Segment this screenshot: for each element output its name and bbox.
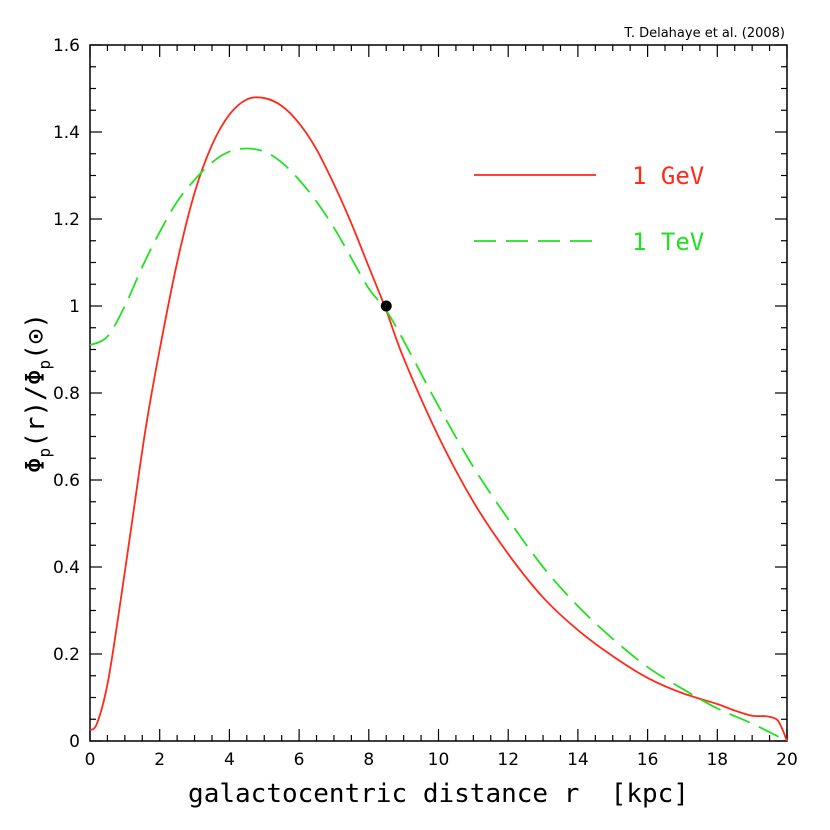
y-tick-label: 1.2 (53, 210, 80, 230)
y-tick-label: 0.6 (53, 471, 80, 491)
x-tick-label: 8 (363, 750, 374, 770)
x-axis-label: galactocentric distance r [kpc] (188, 779, 689, 809)
y-tick-label: 0.4 (53, 558, 80, 578)
x-tick-label: 0 (85, 750, 96, 770)
y-tick-label: 1 (69, 297, 80, 317)
reference-point-marker (380, 300, 392, 312)
y-axis-label-part: Φ (21, 457, 51, 473)
legend-label-1-gev: 1 GeV (632, 162, 704, 190)
x-tick-label: 10 (428, 750, 450, 770)
y-axis-label-part: (r)/ (21, 385, 51, 448)
x-tick-label: 12 (497, 750, 519, 770)
x-tick-label: 16 (637, 750, 659, 770)
y-tick-label: 0.2 (53, 645, 80, 665)
x-tick-label: 4 (224, 750, 235, 770)
y-axis-label-subscript: p (35, 448, 54, 458)
y-tick-label: 0 (69, 732, 80, 752)
x-tick-label: 20 (776, 750, 798, 770)
y-axis-label-subscript: p (35, 360, 54, 370)
series-line-1-tev (89, 147, 788, 742)
series-line-1-gev (89, 96, 788, 742)
y-axis-label-part: (⊙) (21, 313, 51, 360)
plot-frame (89, 44, 788, 742)
y-tick-label: 1.4 (53, 123, 80, 143)
credit-text: T. Delahaye et al. (2008) (623, 26, 785, 41)
x-tick-label: 18 (706, 750, 728, 770)
x-tick-label: 14 (567, 750, 589, 770)
x-tick-label: 6 (294, 750, 305, 770)
y-axis-label-part: Φ (21, 370, 51, 386)
y-tick-label: 1.6 (53, 36, 80, 56)
legend-label-1-tev: 1 TeV (632, 228, 704, 256)
y-tick-label: 0.8 (53, 384, 80, 404)
y-axis-label: Φp(r)/Φp(⊙) (21, 313, 54, 473)
x-tick-label: 2 (154, 750, 165, 770)
